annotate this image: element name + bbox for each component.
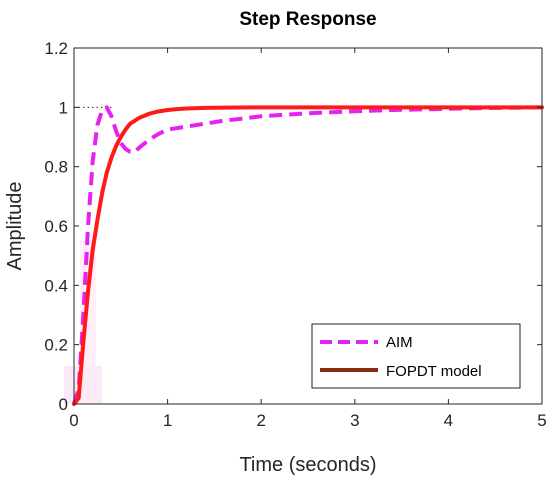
series-line-fopdt-model: [72, 105, 544, 406]
y-axis-label: Amplitude: [4, 182, 26, 271]
y-tick-label: 0.4: [44, 276, 68, 295]
x-tick-label: 2: [256, 411, 265, 430]
legend-label-fopdt-model: FOPDT model: [386, 363, 482, 380]
ticks-layer: 0 1 2 3 4 5 0 0.2 0.4 0.6 0.8 1 1.2: [44, 39, 546, 430]
series-layer: [72, 105, 544, 406]
series-line-aim: [72, 105, 543, 405]
x-tick-label: 0: [69, 411, 78, 430]
x-tick-label: 3: [350, 411, 359, 430]
x-tick-label: 4: [444, 411, 453, 430]
y-tick-label: 0: [59, 395, 68, 414]
y-tick-label: 0.8: [44, 158, 68, 177]
y-tick-label: 0.6: [44, 217, 68, 236]
y-tick-label: 0.2: [44, 336, 68, 355]
legend: AIM FOPDT model: [311, 323, 521, 389]
y-tick-label: 1: [59, 98, 68, 117]
y-tick-label: 1.2: [44, 39, 68, 58]
legend-label-aim: AIM: [386, 334, 413, 351]
x-tick-label: 5: [537, 411, 546, 430]
legend-box: [311, 323, 521, 389]
x-axis-label: Time (seconds): [239, 454, 376, 476]
x-tick-label: 1: [163, 411, 172, 430]
chart-title: Step Response: [239, 9, 376, 30]
